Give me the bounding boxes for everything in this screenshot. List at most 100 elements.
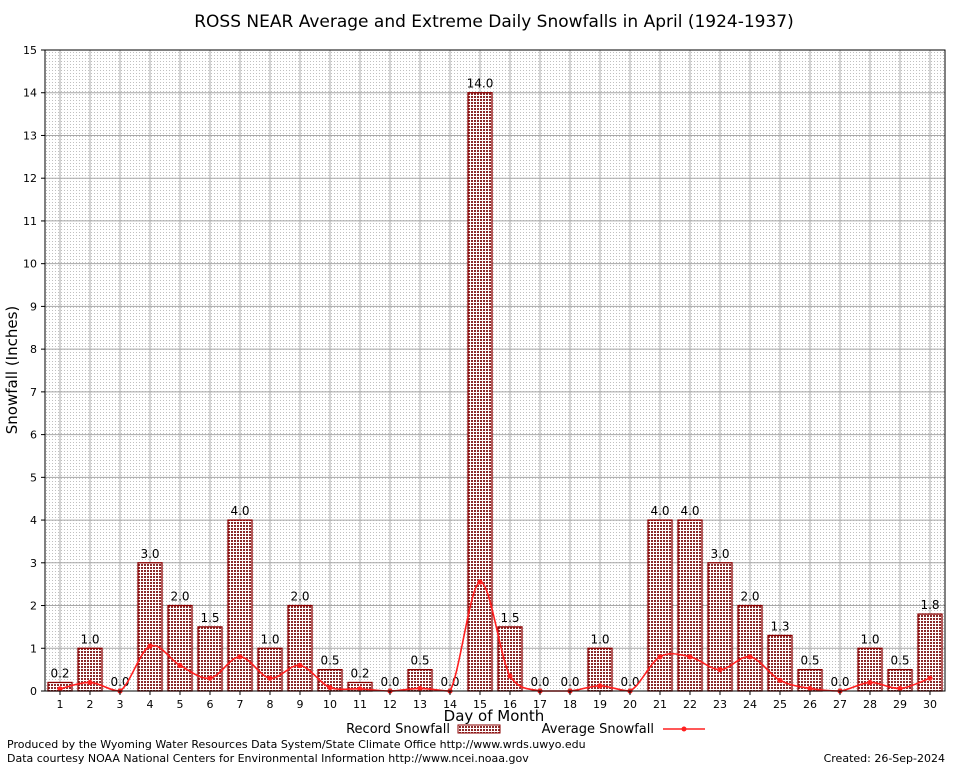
legend-swatch-record: [457, 724, 501, 734]
average-point: [657, 654, 663, 660]
x-tick-label: 25: [773, 698, 787, 711]
chart-title: ROSS NEAR Average and Extreme Daily Snow…: [194, 12, 794, 32]
bar-value-label: 0.0: [560, 675, 579, 689]
bar-value-label: 0.5: [410, 654, 429, 668]
x-tick-label: 2: [87, 698, 94, 711]
bar-value-label: 4.0: [680, 504, 699, 518]
y-tick-label: 7: [30, 386, 37, 399]
bar-value-label: 0.0: [380, 675, 399, 689]
bar-value-label: 1.0: [860, 632, 879, 646]
y-tick-label: 0: [30, 685, 37, 698]
average-point: [177, 662, 183, 668]
x-tick-label: 12: [383, 698, 397, 711]
legend-label-record: Record Snowfall: [346, 722, 450, 737]
average-point: [717, 667, 723, 673]
record-bar: [587, 647, 613, 692]
x-tick-label: 26: [803, 698, 817, 711]
bar-value-label: 3.0: [710, 547, 729, 561]
legend-marker-average: [681, 726, 687, 732]
average-point: [237, 654, 243, 660]
bar-value-label: 0.2: [50, 666, 69, 680]
average-point: [207, 675, 213, 681]
bar-value-label: 1.8: [920, 598, 939, 612]
bar-value-label: 0.0: [830, 675, 849, 689]
y-tick-label: 3: [30, 557, 37, 570]
x-tick-label: 16: [503, 698, 517, 711]
y-tick-label: 15: [23, 44, 37, 57]
bar-value-label: 0.5: [800, 654, 819, 668]
record-bar: [647, 519, 673, 692]
record-bar: [167, 604, 193, 692]
x-tick-label: 20: [623, 698, 637, 711]
average-point: [327, 684, 333, 691]
bar-value-label: 4.0: [650, 504, 669, 518]
record-bar: [137, 562, 163, 692]
bar-value-label: 2.0: [740, 590, 759, 604]
legend: Record Snowfall Average Snowfall: [346, 722, 705, 737]
x-tick-label: 29: [893, 698, 907, 711]
average-point: [597, 683, 603, 689]
record-bar: [737, 604, 763, 692]
x-tick-label: 23: [713, 698, 727, 711]
average-point: [927, 675, 933, 681]
y-tick-label: 5: [30, 471, 37, 484]
bar-value-label: 0.2: [350, 666, 369, 680]
x-tick-label: 22: [683, 698, 697, 711]
legend-label-average: Average Snowfall: [542, 722, 654, 737]
average-point: [807, 685, 813, 692]
x-tick-label: 24: [743, 698, 757, 711]
bar-value-label: 1.0: [260, 632, 279, 646]
bar-value-label: 2.0: [290, 590, 309, 604]
average-point: [777, 677, 783, 683]
x-tick-label: 4: [147, 698, 154, 711]
x-tick-label: 15: [473, 698, 487, 711]
x-tick-label: 30: [923, 698, 937, 711]
record-bar: [677, 519, 703, 692]
x-tick-label: 5: [177, 698, 184, 711]
footer-produced-by: Produced by the Wyoming Water Resources …: [7, 738, 586, 751]
average-point: [147, 643, 153, 649]
record-bar: [257, 647, 283, 692]
y-tick-label: 4: [30, 514, 37, 527]
record-snowfall-bars: [47, 92, 943, 692]
average-point: [897, 685, 903, 692]
y-tick-label: 14: [23, 87, 37, 100]
average-point: [747, 654, 753, 660]
average-point: [57, 686, 63, 692]
average-point: [477, 579, 483, 585]
record-bar: [917, 613, 943, 692]
x-tick-label: 17: [533, 698, 547, 711]
x-tick-label: 8: [267, 698, 274, 711]
bar-value-label: 1.3: [770, 619, 789, 633]
plot-frame: [44, 49, 946, 692]
bar-value-label: 1.5: [500, 611, 519, 625]
y-tick-label: 11: [23, 215, 37, 228]
record-bar: [497, 626, 523, 692]
average-point: [417, 685, 423, 692]
y-tick-label: 9: [30, 300, 37, 313]
footer-data-courtesy: Data courtesy NOAA National Centers for …: [7, 752, 529, 765]
record-bar: [467, 92, 493, 692]
bar-value-label: 4.0: [230, 504, 249, 518]
x-axis-label: Day of Month: [444, 707, 545, 725]
bar-value-label: 0.0: [620, 675, 639, 689]
bar-value-label: 0.5: [890, 654, 909, 668]
y-tick-label: 12: [23, 172, 37, 185]
average-point: [267, 675, 273, 681]
bar-value-label: 1.0: [80, 632, 99, 646]
average-point: [357, 686, 363, 692]
average-point: [87, 679, 93, 686]
bar-value-label: 0.0: [530, 675, 549, 689]
y-tick-label: 1: [30, 642, 37, 655]
x-tick-label: 9: [297, 698, 304, 711]
x-axis: 1 2 3 4 5 6 7 8 9 10 11 12 13 14 15 16 17 18 19 20 21 22 23 24 2…: [57, 691, 937, 711]
average-point: [297, 662, 303, 668]
x-tick-label: 27: [833, 698, 847, 711]
y-tick-label: 2: [30, 600, 37, 613]
average-snowfall-line: [57, 579, 933, 694]
x-tick-label: 3: [117, 698, 124, 711]
x-tick-label: 10: [323, 698, 337, 711]
bar-value-label: 14.0: [467, 77, 494, 91]
